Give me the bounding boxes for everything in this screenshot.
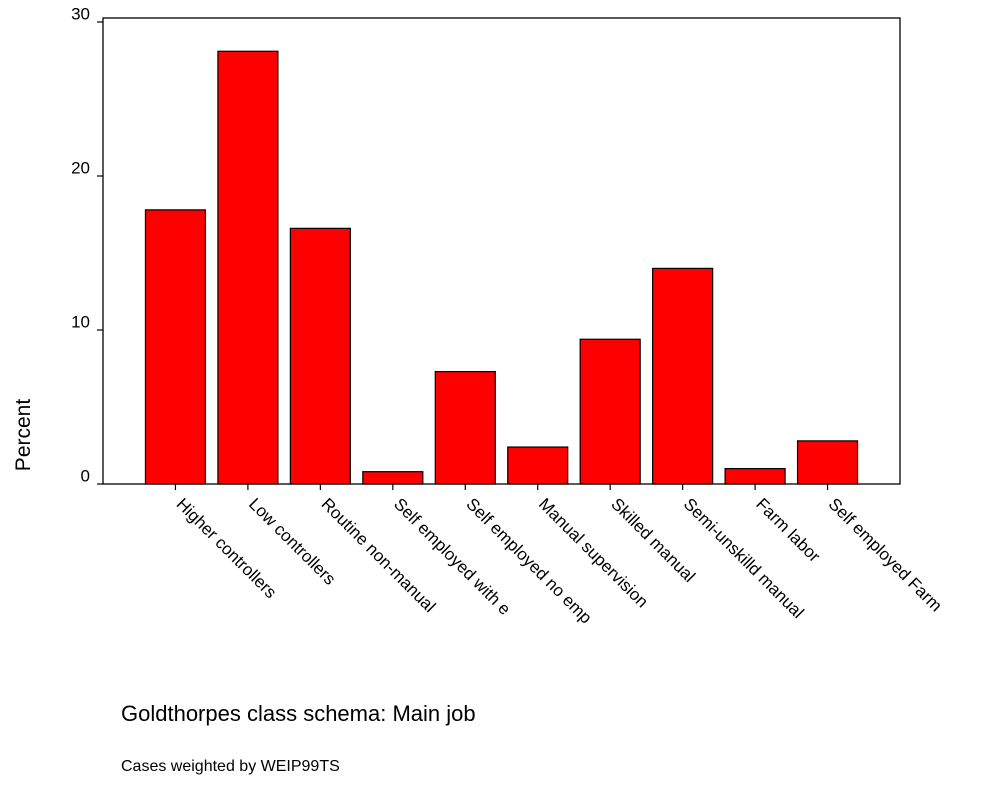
- y-tick-label: 20: [71, 158, 90, 177]
- y-tick-label: 30: [71, 4, 90, 23]
- bar: [217, 50, 279, 485]
- bar: [652, 267, 714, 485]
- y-tick-label: 0: [81, 466, 90, 485]
- chart-title: Goldthorpes class schema: Main job: [121, 701, 476, 726]
- bar: [507, 446, 569, 485]
- plot-frame: [102, 17, 901, 485]
- footnote: Cases weighted by WEIP99TS: [121, 758, 340, 775]
- y-tick-label: 10: [71, 312, 90, 331]
- bar: [289, 227, 351, 485]
- bar: [144, 209, 207, 485]
- bar: [724, 468, 786, 485]
- bar: [796, 440, 859, 485]
- bar: [362, 471, 424, 485]
- y-axis-label: Percent: [12, 399, 35, 472]
- bar: [434, 370, 496, 485]
- bar: [579, 338, 641, 485]
